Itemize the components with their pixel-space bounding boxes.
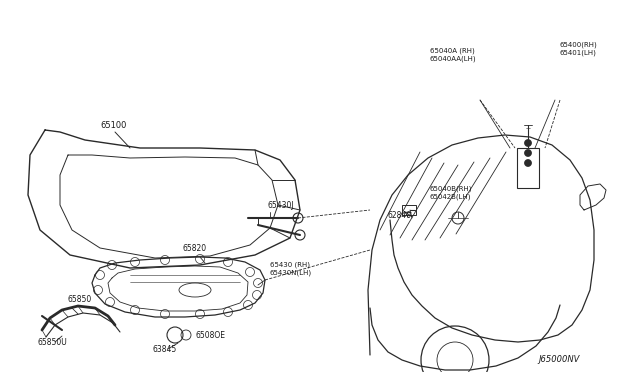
Text: 65430J: 65430J <box>268 201 294 210</box>
Text: 65040A (RH)
65040AA(LH): 65040A (RH) 65040AA(LH) <box>430 47 477 61</box>
Text: 6508OE: 6508OE <box>195 330 225 340</box>
Circle shape <box>525 150 531 157</box>
Circle shape <box>525 160 531 167</box>
Text: 65430 (RH)
65430N(LH): 65430 (RH) 65430N(LH) <box>270 261 312 276</box>
Text: 63845: 63845 <box>153 345 177 354</box>
Bar <box>517 148 539 188</box>
Circle shape <box>525 140 531 147</box>
Text: 65850U: 65850U <box>38 338 68 347</box>
Text: 65040B(RH)
65042B(LH): 65040B(RH) 65042B(LH) <box>430 185 472 199</box>
Text: 65850: 65850 <box>68 295 92 304</box>
Text: 62840: 62840 <box>388 211 412 220</box>
Bar <box>402 205 416 215</box>
Text: 65820: 65820 <box>183 244 207 253</box>
Text: 65400(RH)
65401(LH): 65400(RH) 65401(LH) <box>560 42 598 57</box>
Text: J65000NV: J65000NV <box>539 355 580 364</box>
Text: 65100: 65100 <box>100 121 126 130</box>
